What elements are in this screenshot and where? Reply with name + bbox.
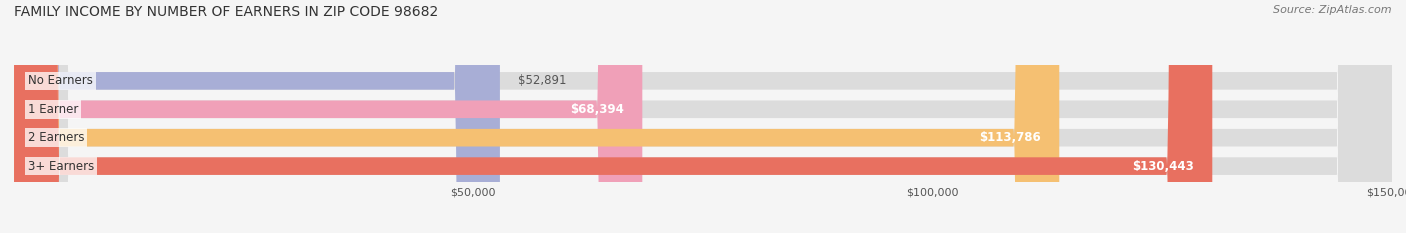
Text: $68,394: $68,394	[569, 103, 624, 116]
FancyBboxPatch shape	[14, 0, 1212, 233]
Text: $113,786: $113,786	[979, 131, 1040, 144]
Text: 1 Earner: 1 Earner	[28, 103, 79, 116]
FancyBboxPatch shape	[14, 0, 501, 233]
Text: $52,891: $52,891	[519, 74, 567, 87]
FancyBboxPatch shape	[14, 0, 1392, 233]
Text: FAMILY INCOME BY NUMBER OF EARNERS IN ZIP CODE 98682: FAMILY INCOME BY NUMBER OF EARNERS IN ZI…	[14, 5, 439, 19]
FancyBboxPatch shape	[14, 0, 643, 233]
FancyBboxPatch shape	[14, 0, 1392, 233]
FancyBboxPatch shape	[14, 0, 1392, 233]
Text: 2 Earners: 2 Earners	[28, 131, 84, 144]
Text: 3+ Earners: 3+ Earners	[28, 160, 94, 173]
Text: $130,443: $130,443	[1132, 160, 1194, 173]
FancyBboxPatch shape	[14, 0, 1392, 233]
Text: No Earners: No Earners	[28, 74, 93, 87]
FancyBboxPatch shape	[14, 0, 1059, 233]
Text: Source: ZipAtlas.com: Source: ZipAtlas.com	[1274, 5, 1392, 15]
